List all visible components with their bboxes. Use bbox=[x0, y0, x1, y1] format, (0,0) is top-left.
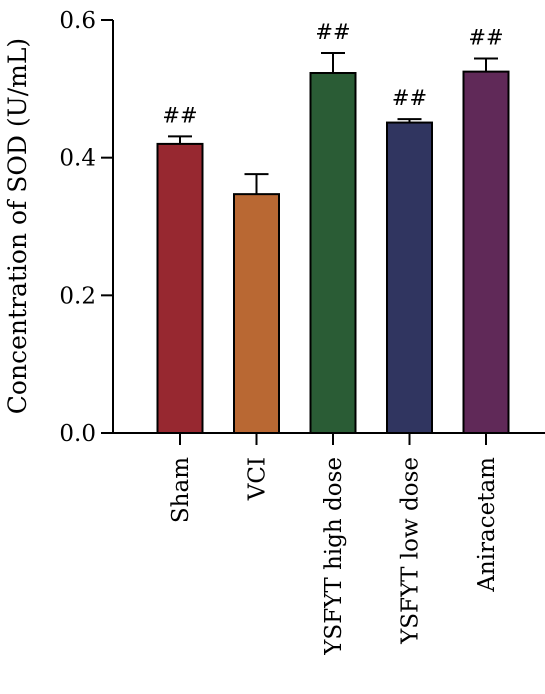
y-tick-label: 0.6 bbox=[59, 8, 96, 34]
significance-label: ## bbox=[162, 103, 197, 127]
y-tick-label: 0.2 bbox=[59, 283, 96, 309]
significance-label: ## bbox=[392, 86, 427, 110]
y-tick-label: 0.4 bbox=[59, 146, 96, 172]
bar bbox=[386, 121, 433, 434]
significance-label: ## bbox=[468, 26, 503, 50]
x-tick-label: VCI bbox=[245, 457, 271, 501]
x-tick-label: Aniracetam bbox=[474, 457, 500, 593]
x-tick-label: YSFYT low dose bbox=[398, 457, 424, 645]
x-axis: Sham VCI YSFYT high dose YSFYT low dose Anir… bbox=[113, 432, 545, 656]
bar bbox=[233, 193, 280, 434]
x-tick-label: YSFYT high dose bbox=[321, 457, 347, 656]
y-axis-title: Concentration of SOD (U/mL) bbox=[3, 38, 32, 414]
y-axis: 0.0 0.2 0.4 0.6 bbox=[59, 8, 114, 447]
y-tick-label: 0.0 bbox=[59, 421, 96, 447]
significance-label: ## bbox=[315, 20, 350, 44]
bar bbox=[462, 70, 510, 434]
bar bbox=[156, 142, 204, 434]
x-tick-label: Sham bbox=[168, 457, 194, 523]
bars: ## ## ## ## bbox=[156, 20, 510, 434]
bar bbox=[309, 72, 357, 434]
